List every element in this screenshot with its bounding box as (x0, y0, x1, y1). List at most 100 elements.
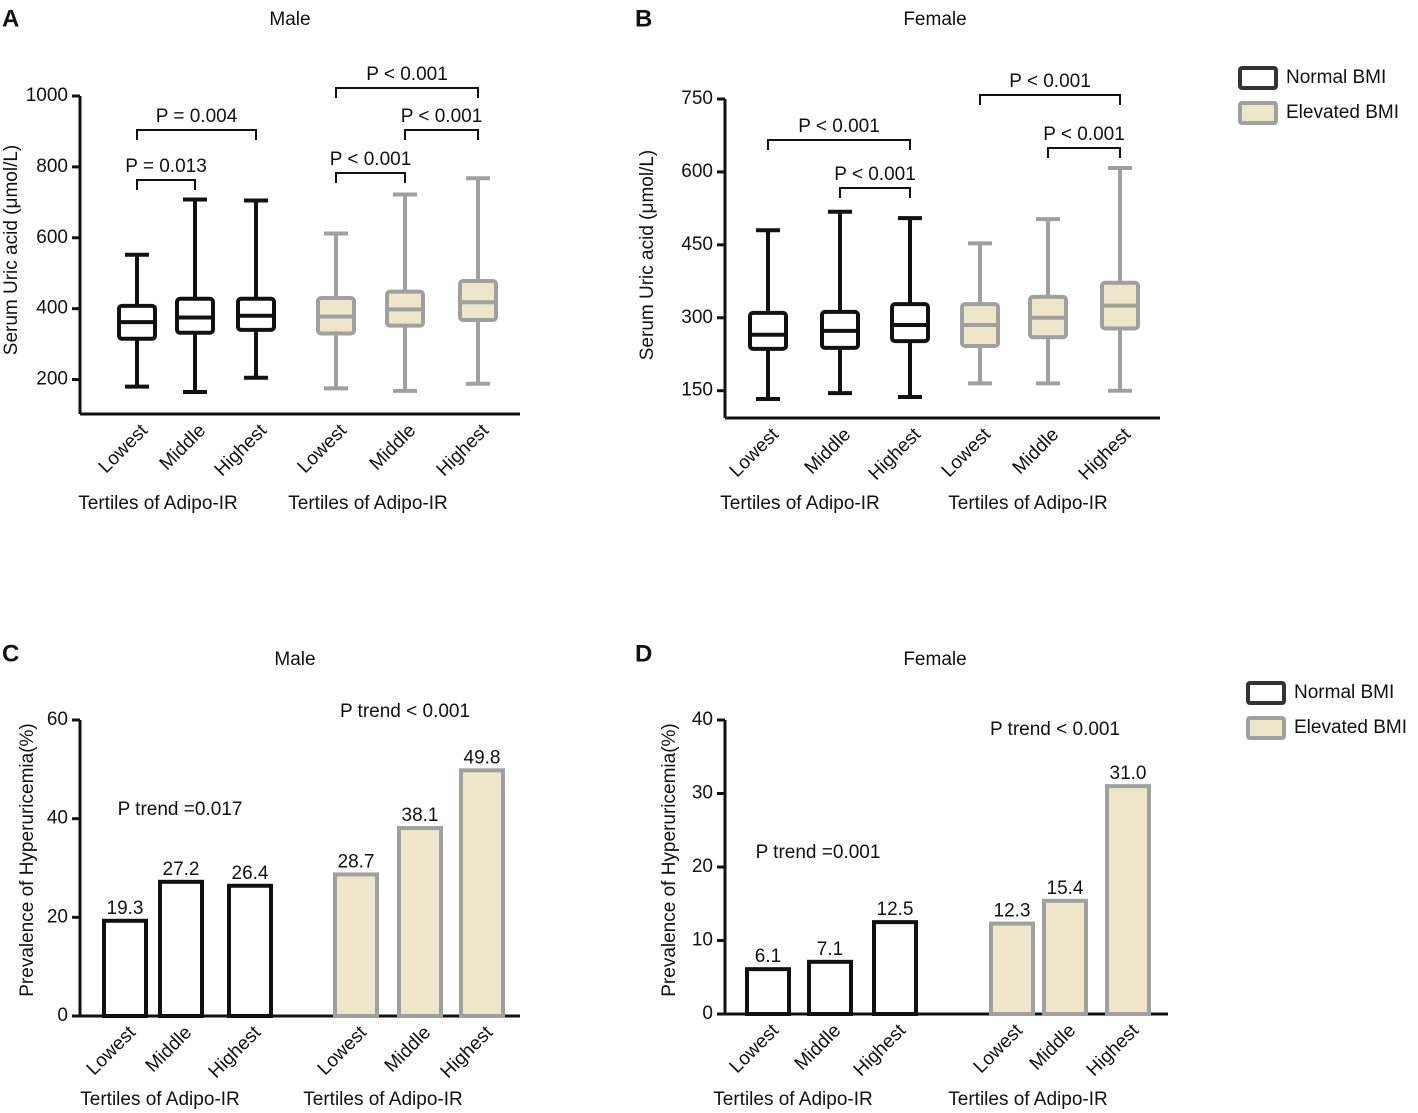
y-tick-label: 20 (47, 906, 68, 927)
y-tick-label: 0 (57, 1005, 68, 1026)
y-axis-label: Serum Uric acid (μmol/L) (1, 145, 22, 355)
bracket (136, 179, 196, 190)
annotation: P < 0.001 (401, 106, 483, 127)
x-tick-label: Middle (156, 420, 210, 474)
annotation: P = 0.004 (156, 106, 238, 127)
y-axis-label: Prevalence of Hyperuricemia(%) (659, 723, 680, 997)
annotation: P < 0.001 (366, 64, 448, 85)
y-axis-label: Prevalence of Hyperuricemia(%) (17, 723, 38, 997)
bracket (839, 187, 911, 198)
legend-swatch (1238, 101, 1278, 125)
y-tick-label: 10 (692, 930, 713, 951)
bar (227, 883, 273, 1019)
legend-label: Elevated BMI (1286, 102, 1399, 123)
x-tick-label: Lowest (726, 424, 784, 482)
legend-label: Elevated BMI (1294, 717, 1407, 738)
x-tick-label: Middle (801, 424, 855, 478)
x-tick-label: Middle (381, 1022, 435, 1076)
group-label: Tertiles of Adipo-IR (78, 493, 237, 514)
x-tick-label: Lowest (294, 420, 352, 478)
y-tick-label: 600 (681, 161, 713, 182)
value-label: 6.1 (755, 946, 781, 967)
value-label: 27.2 (163, 859, 200, 880)
bracket (979, 94, 1121, 105)
annotation: P < 0.001 (798, 116, 880, 137)
x-tick-label: Middle (1026, 1020, 1080, 1074)
annotation: P < 0.001 (834, 164, 916, 185)
bar (397, 826, 443, 1018)
group-label: Tertiles of Adipo-IR (80, 1089, 239, 1110)
annotation: P < 0.001 (330, 149, 412, 170)
group-label: Tertiles of Adipo-IR (288, 493, 447, 514)
x-tick-label: Lowest (95, 420, 153, 478)
value-label: 15.4 (1047, 878, 1084, 899)
y-tick-label: 150 (681, 380, 713, 401)
group-label: Tertiles of Adipo-IR (303, 1089, 462, 1110)
bracket (1047, 147, 1121, 158)
y-tick-label: 40 (47, 808, 68, 829)
y-tick-label: 800 (36, 156, 68, 177)
x-tick-label: Lowest (970, 1020, 1028, 1078)
chart-title: Female (903, 649, 966, 670)
value-label: 12.3 (994, 901, 1031, 922)
annotation: P = 0.013 (125, 156, 207, 177)
y-axis-label: Serum Uric acid (μmol/L) (637, 150, 658, 360)
x-tick-label: Lowest (938, 424, 996, 482)
x-tick-label: Lowest (726, 1020, 784, 1078)
bar (807, 959, 853, 1017)
panel-label: D (635, 640, 652, 667)
x-tick-label: Highest (865, 424, 926, 485)
annotation: P trend =0.001 (756, 842, 881, 863)
group-label: Tertiles of Adipo-IR (720, 493, 879, 514)
box (890, 302, 930, 344)
bracket (335, 172, 406, 183)
group-label: Tertiles of Adipo-IR (713, 1089, 872, 1110)
panel-label: B (635, 5, 652, 32)
annotation: P < 0.001 (1009, 71, 1091, 92)
x-tick-label: Lowest (314, 1022, 372, 1080)
chart-title: Male (274, 649, 315, 670)
bracket (404, 129, 479, 140)
y-tick-label: 30 (692, 783, 713, 804)
bar (333, 872, 379, 1018)
annotation: P trend =0.017 (118, 799, 243, 820)
x-tick-label: Lowest (83, 1022, 141, 1080)
value-label: 28.7 (338, 851, 375, 872)
panel-label: C (2, 640, 19, 667)
annotation: P trend < 0.001 (340, 701, 470, 722)
value-label: 7.1 (817, 939, 843, 960)
legend-swatch (1246, 681, 1286, 705)
bar (745, 967, 791, 1016)
bracket (767, 139, 911, 150)
x-tick-label: Middle (366, 420, 420, 474)
value-label: 31.0 (1110, 763, 1147, 784)
x-tick-label: Highest (1075, 424, 1136, 485)
x-tick-label: Highest (1083, 1020, 1144, 1081)
legend-label: Normal BMI (1294, 682, 1394, 703)
bar (1105, 784, 1151, 1017)
value-label: 19.3 (107, 898, 144, 919)
chart-title: Female (903, 9, 966, 30)
bar (989, 921, 1035, 1016)
y-tick-label: 60 (47, 709, 68, 730)
legend-label: Normal BMI (1286, 67, 1386, 88)
y-tick-label: 400 (36, 298, 68, 319)
x-tick-label: Middle (1009, 424, 1063, 478)
bar (102, 918, 148, 1019)
legend-swatch (1246, 716, 1286, 740)
value-label: 49.8 (464, 747, 501, 768)
value-label: 38.1 (402, 805, 439, 826)
y-tick-label: 40 (692, 709, 713, 730)
y-tick-label: 300 (681, 307, 713, 328)
legend-swatch (1238, 66, 1278, 90)
bar (872, 920, 918, 1016)
x-tick-label: Highest (437, 1022, 498, 1083)
y-tick-label: 20 (692, 856, 713, 877)
bar (158, 879, 204, 1019)
bar (1042, 898, 1088, 1016)
group-label: Tertiles of Adipo-IR (948, 1089, 1107, 1110)
group-label: Tertiles of Adipo-IR (948, 493, 1107, 514)
x-tick-label: Highest (211, 420, 272, 481)
value-label: 26.4 (232, 863, 269, 884)
